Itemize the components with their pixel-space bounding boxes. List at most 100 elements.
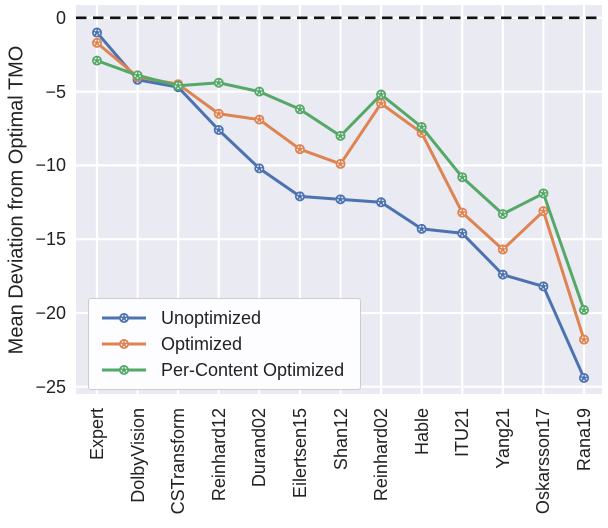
data-point-per-content-optimized [376,89,387,100]
legend-marker [119,365,129,375]
data-point-ring [580,336,588,343]
data-point-ring [256,165,263,172]
data-point-ring [215,110,222,117]
data-point-per-content-optimized [92,55,102,66]
x-tick-label: Reinhard02 [371,408,392,502]
data-point-optimized [579,334,589,345]
legend-marker [119,313,129,323]
data-point-ring [418,225,425,233]
data-point-unoptimized [538,281,549,292]
data-point-ring [256,116,263,123]
legend: Unoptimized Optimized Per-Content Optimi… [88,298,362,390]
data-point-ring [418,123,425,131]
data-point-per-content-optimized [213,77,224,88]
x-tick-label: Yang21 [492,408,513,469]
y-tick-label: −5 [45,81,66,102]
y-tick-label: 0 [55,7,66,28]
data-point-ring [499,271,507,278]
data-point-ring [256,88,263,95]
data-point-ring [337,132,344,140]
x-tick-label: ITU21 [452,408,473,458]
data-point-optimized [92,37,102,48]
data-point-per-content-optimized [173,80,184,91]
x-tick-label: Expert [87,408,107,461]
y-tick-label: −25 [35,376,66,397]
data-point-optimized [457,207,468,218]
data-point-unoptimized [416,223,427,234]
data-point-ring [580,374,588,382]
legend-label-optimized: Optimized [161,333,243,354]
data-point-ring [458,230,466,237]
data-point-ring [215,126,222,134]
x-tick-label: Shan12 [330,408,351,471]
data-point-ring [540,190,547,197]
legend-item-unoptimized: Unoptimized [101,305,344,331]
x-tick-label: Durand02 [249,408,270,488]
data-point-ring [296,106,304,113]
data-point-ring [499,246,507,253]
data-point-ring [458,173,466,181]
x-tick-label: Reinhard12 [208,408,229,502]
x-tick-label: Rana19 [574,408,594,472]
legend-swatch-optimized-icon [102,339,146,349]
data-point-per-content-optimized [538,188,549,199]
x-tick-label: Eilertsen15 [289,408,310,499]
y-tick-label: −10 [35,155,66,176]
data-point-optimized [335,158,346,169]
data-point-unoptimized [92,27,102,38]
data-point-ring [377,100,385,107]
data-point-ring [540,207,547,215]
data-point-ring [296,145,304,153]
data-point-ring [377,199,385,206]
data-point-per-content-optimized [132,70,143,81]
data-point-ring [215,79,222,86]
data-point-per-content-optimized [579,305,589,316]
legend-swatch-unoptimized-icon [102,313,146,323]
data-point-optimized [538,206,549,217]
legend-swatch-per-content-optimized-icon [102,365,146,375]
y-tick-label: −20 [35,303,66,323]
legend-marker [119,339,129,349]
data-point-per-content-optimized [335,130,346,141]
legend-label-per-content-optimized: Per-Content Optimized [161,359,345,380]
y-tick-label: −15 [35,229,66,250]
x-tick-label: DolbyVision [127,408,148,503]
data-point-unoptimized [579,372,589,383]
legend-marker-ring [120,366,128,374]
data-point-optimized [254,114,265,125]
data-point-ring [134,72,141,79]
data-point-optimized [376,98,387,109]
data-point-ring [337,160,344,168]
data-point-unoptimized [457,228,468,239]
data-point-ring [580,306,588,314]
x-tick-label: Hable [411,408,432,456]
data-point-ring [93,39,101,47]
legend-marker-ring [120,340,128,348]
data-point-ring [174,82,182,89]
data-point-per-content-optimized [416,122,427,133]
data-point-per-content-optimized [254,86,265,97]
data-point-ring [93,57,101,64]
data-point-unoptimized [497,269,508,280]
data-point-ring [418,129,425,137]
legend-item-per-content-optimized: Per-Content Optimized [101,357,344,383]
x-tick-label: Oskarsson17 [533,408,554,515]
legend-label-unoptimized: Unoptimized [161,307,262,328]
data-point-ring [337,196,344,203]
x-tick-label: CSTransform [168,408,189,515]
data-point-optimized [213,108,224,119]
data-point-per-content-optimized [457,172,468,183]
data-point-unoptimized [294,191,305,202]
data-point-unoptimized [335,194,346,205]
data-point-unoptimized [213,124,224,135]
data-point-ring [458,209,466,216]
data-point-ring [499,210,507,218]
data-point-ring [296,193,304,200]
data-point-per-content-optimized [497,209,508,220]
data-point-optimized [294,144,305,155]
data-point-per-content-optimized [294,104,305,115]
data-point-unoptimized [376,197,387,208]
data-point-unoptimized [254,163,265,174]
legend-marker-ring [120,314,128,322]
